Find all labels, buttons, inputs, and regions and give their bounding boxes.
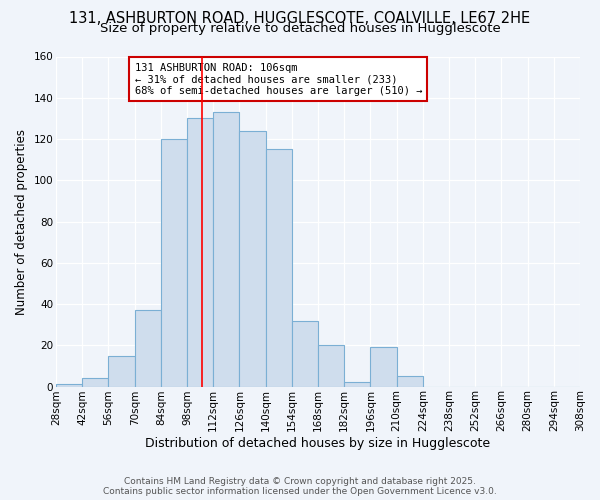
Bar (56, 384, 82, 386)
X-axis label: Distribution of detached houses by size in Hugglescote: Distribution of detached houses by size … (145, 437, 491, 450)
Bar (187, 118, 213, 386)
Bar (318, 346, 344, 387)
Bar (213, 112, 239, 386)
Bar (370, 348, 397, 387)
Bar (344, 382, 370, 386)
Bar (82, 378, 109, 386)
Bar (109, 356, 134, 386)
Bar (161, 139, 187, 386)
Bar (239, 131, 266, 386)
Text: Size of property relative to detached houses in Hugglescote: Size of property relative to detached ho… (100, 22, 500, 35)
Bar (134, 310, 161, 386)
Text: 131, ASHBURTON ROAD, HUGGLESCOTE, COALVILLE, LE67 2HE: 131, ASHBURTON ROAD, HUGGLESCOTE, COALVI… (70, 11, 530, 26)
Bar (266, 150, 292, 386)
Y-axis label: Number of detached properties: Number of detached properties (15, 128, 28, 314)
Bar (292, 320, 318, 386)
Text: 131 ASHBURTON ROAD: 106sqm
← 31% of detached houses are smaller (233)
68% of sem: 131 ASHBURTON ROAD: 106sqm ← 31% of deta… (134, 62, 422, 96)
Text: Contains HM Land Registry data © Crown copyright and database right 2025.
Contai: Contains HM Land Registry data © Crown c… (103, 476, 497, 496)
Bar (397, 376, 423, 386)
